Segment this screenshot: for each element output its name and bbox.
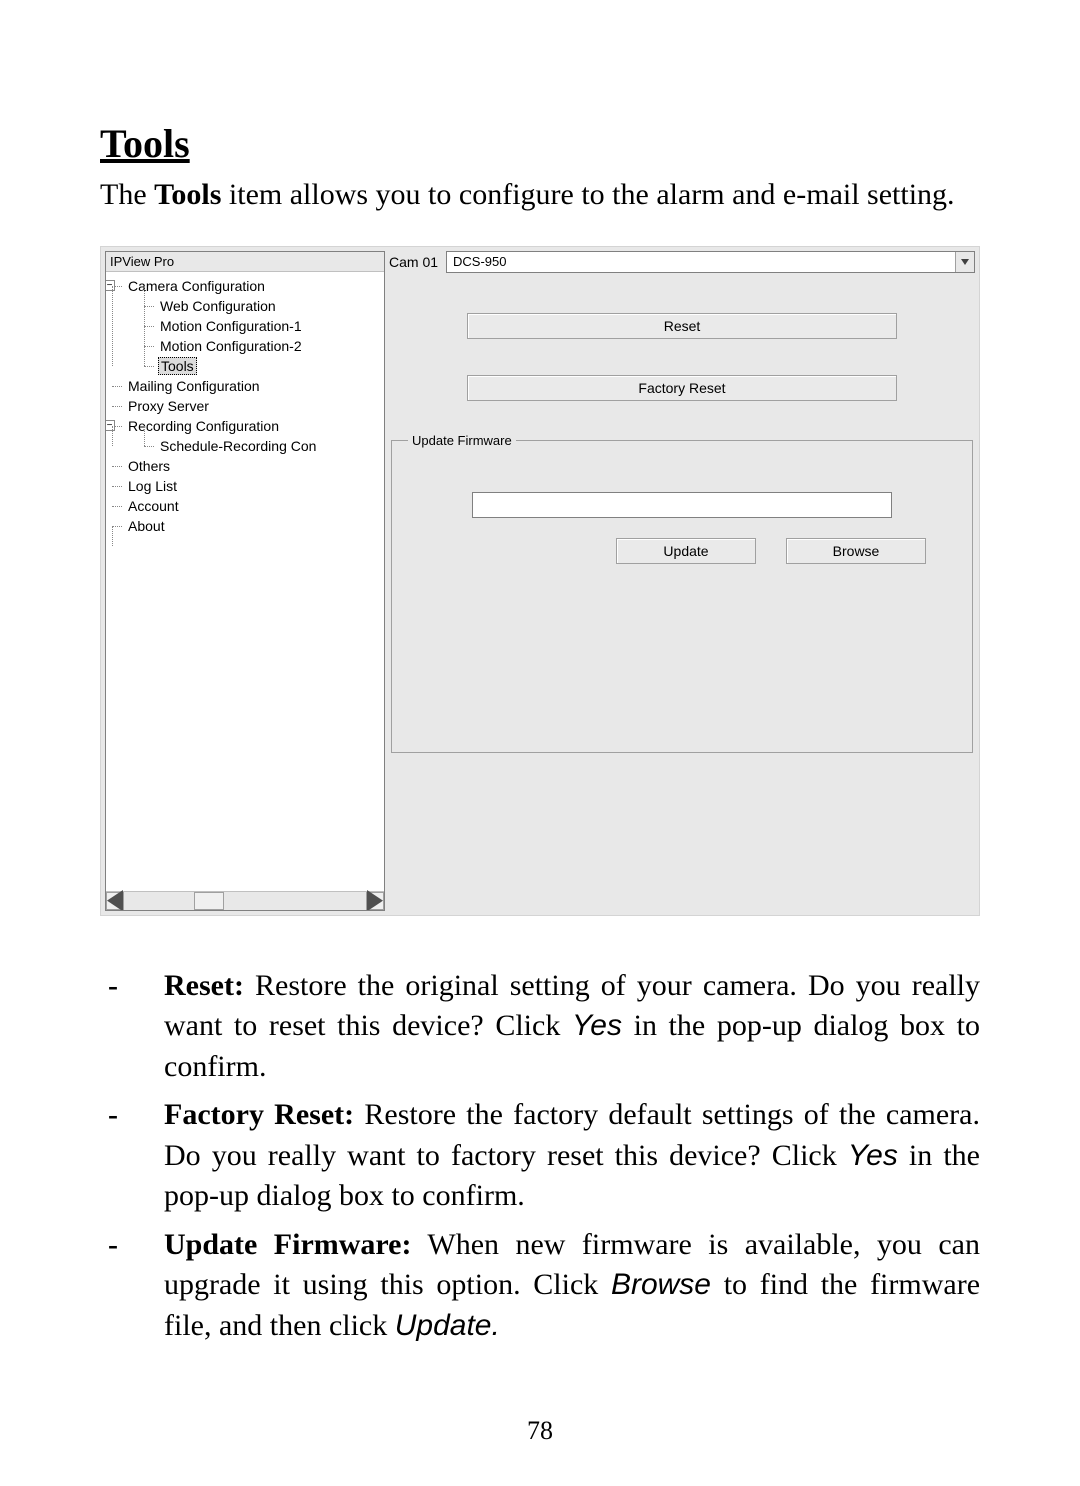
scroll-track[interactable]: [124, 892, 366, 910]
scroll-left-icon[interactable]: [106, 892, 124, 910]
intro-paragraph: The Tools item allows you to configure t…: [100, 175, 980, 216]
scroll-right-icon[interactable]: [366, 892, 384, 910]
update-firmware-group: Update Firmware Update Browse: [391, 433, 973, 753]
app-screenshot: IPView Pro − Camera Configuration Web Co…: [100, 246, 980, 916]
tree-expander-icon[interactable]: −: [106, 280, 115, 291]
tree-label: Schedule-Recording Con: [158, 438, 318, 454]
bullet-emphasis: Browse: [611, 1268, 711, 1301]
bullet-update-firmware: Update Firmware: When new firmware is av…: [164, 1225, 980, 1347]
reset-button[interactable]: Reset: [467, 313, 897, 339]
intro-text-suffix: item allows you to configure to the alar…: [221, 178, 954, 211]
bullet-title: Factory Reset:: [164, 1098, 354, 1131]
tree-label: About: [126, 518, 167, 534]
page-number: 78: [0, 1416, 1080, 1446]
tree-label: Proxy Server: [126, 398, 211, 414]
browse-button[interactable]: Browse: [786, 538, 926, 564]
tree-label: Web Configuration: [158, 298, 278, 314]
tree-item-tools[interactable]: Tools: [144, 356, 384, 376]
tree-label: Others: [126, 458, 172, 474]
tree-item-about[interactable]: About: [112, 516, 384, 536]
bullet-reset: Reset: Restore the original setting of y…: [164, 966, 980, 1088]
tree-body: − Camera Configuration Web Configuration…: [106, 272, 384, 891]
bullet-title: Reset:: [164, 969, 244, 1002]
right-pane: Cam 01 DCS-950 Reset Factory Reset Updat…: [389, 251, 975, 911]
tree-item-camera-config[interactable]: − Camera Configuration Web Configuration…: [112, 276, 384, 376]
tree-item-account[interactable]: Account: [112, 496, 384, 516]
tree-item-recording-config[interactable]: − Recording Configuration Schedule-Recor…: [112, 416, 384, 456]
tree-label: Recording Configuration: [126, 418, 281, 434]
tree-label: Motion Configuration-2: [158, 338, 304, 354]
camera-select-value: DCS-950: [447, 254, 512, 269]
tree-label: Account: [126, 498, 181, 514]
chevron-down-icon[interactable]: [955, 252, 974, 272]
tree-label: Motion Configuration-1: [158, 318, 304, 334]
tree-item-proxy[interactable]: Proxy Server: [112, 396, 384, 416]
tree-item-loglist[interactable]: Log List: [112, 476, 384, 496]
tree-expander-icon[interactable]: −: [106, 420, 115, 431]
firmware-path-input[interactable]: [472, 492, 892, 518]
tree-header: IPView Pro: [106, 252, 384, 272]
section-heading: Tools: [100, 120, 980, 167]
tree-item-others[interactable]: Others: [112, 456, 384, 476]
scroll-thumb[interactable]: [194, 892, 224, 910]
groupbox-legend: Update Firmware: [408, 433, 516, 448]
tree-label-selected: Tools: [158, 357, 197, 375]
bullet-title: Update Firmware:: [164, 1228, 412, 1261]
camera-select[interactable]: DCS-950: [446, 251, 975, 273]
body-bullet-list: Reset: Restore the original setting of y…: [100, 966, 980, 1347]
tree-hscrollbar[interactable]: [106, 891, 384, 910]
bullet-emphasis: Update.: [395, 1309, 500, 1342]
update-button[interactable]: Update: [616, 538, 756, 564]
camera-label: Cam 01: [389, 254, 438, 270]
tree-label: Log List: [126, 478, 179, 494]
tree-label: Mailing Configuration: [126, 378, 262, 394]
tree-item-web-config[interactable]: Web Configuration: [144, 296, 384, 316]
bullet-emphasis: Yes: [572, 1009, 622, 1042]
bullet-emphasis: Yes: [848, 1139, 898, 1172]
tree-item-motion1[interactable]: Motion Configuration-1: [144, 316, 384, 336]
tree-item-motion2[interactable]: Motion Configuration-2: [144, 336, 384, 356]
factory-reset-button[interactable]: Factory Reset: [467, 375, 897, 401]
tree-item-mailing[interactable]: Mailing Configuration: [112, 376, 384, 396]
tree-label: Camera Configuration: [126, 278, 267, 294]
intro-bold-word: Tools: [154, 178, 221, 211]
intro-text-prefix: The: [100, 178, 154, 211]
tree-item-schedule[interactable]: Schedule-Recording Con: [144, 436, 384, 456]
bullet-factory-reset: Factory Reset: Restore the factory defau…: [164, 1095, 980, 1217]
tree-pane: IPView Pro − Camera Configuration Web Co…: [105, 251, 385, 911]
